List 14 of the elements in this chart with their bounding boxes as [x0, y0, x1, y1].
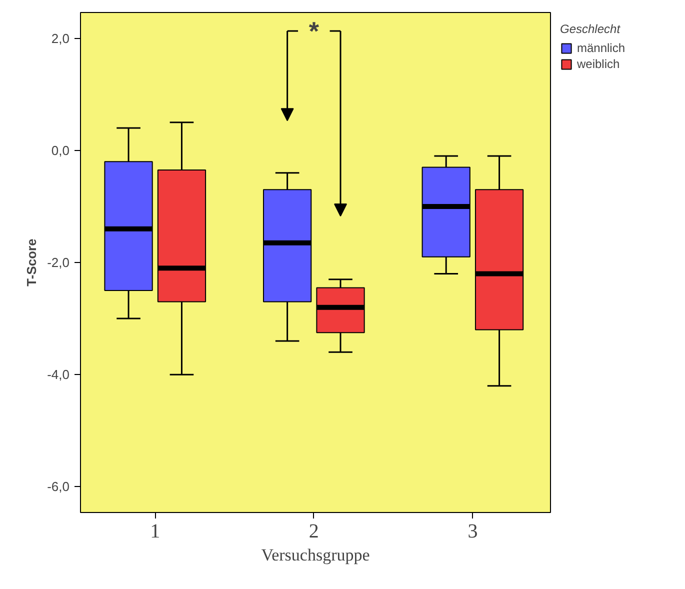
y-tick-label: 2,0	[51, 30, 70, 46]
y-tick-label: -4,0	[47, 367, 70, 382]
x-axis-title: Versuchsgruppe	[261, 546, 370, 564]
annotation: *	[308, 16, 320, 46]
y-axis-title: T-Score	[24, 238, 40, 286]
legend-label: weiblich	[577, 57, 620, 71]
x-tick-label: 2	[308, 520, 319, 542]
legend-label: männlich	[577, 41, 626, 55]
y-tick-label: -6,0	[47, 479, 70, 494]
y-tick-label: 0,0	[51, 142, 70, 158]
y-tick-label: -2,0	[47, 255, 70, 270]
x-tick-label: 1	[150, 520, 160, 542]
legend-title: Geschlecht	[560, 22, 622, 36]
x-tick-label: 3	[468, 520, 478, 542]
